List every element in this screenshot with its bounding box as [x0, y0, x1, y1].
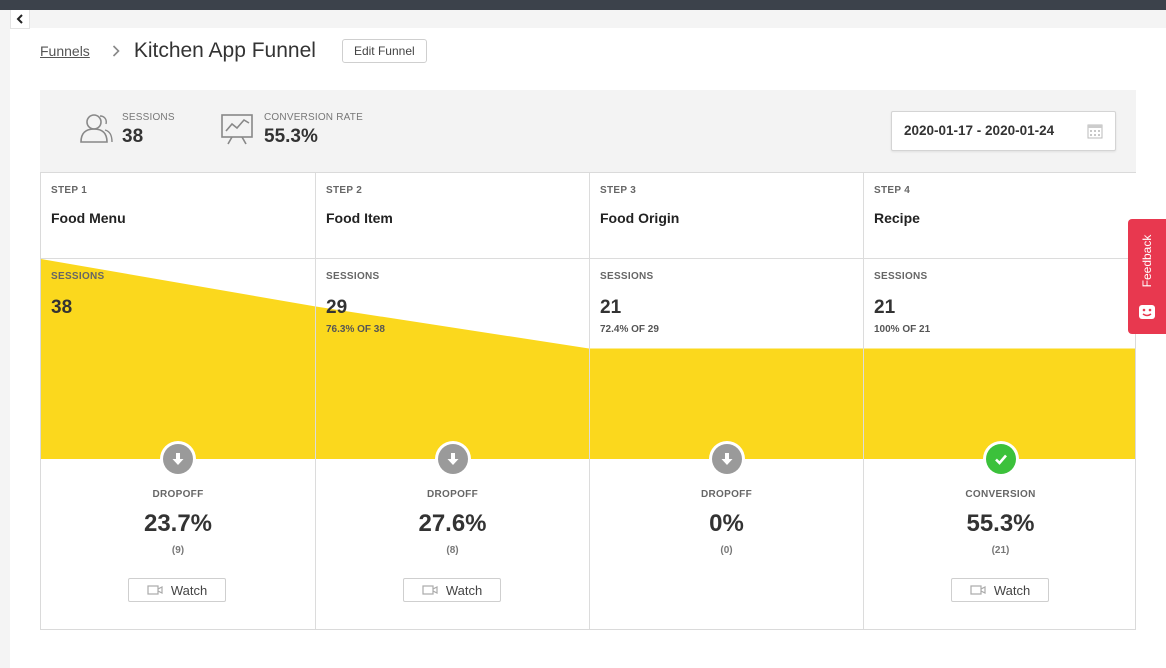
checkmark-icon [995, 454, 1007, 465]
watch-button[interactable]: Watch [403, 578, 501, 602]
step-sessions-percent: 72.4% OF 29 [600, 324, 659, 335]
sessions-stat-label: SESSIONS [122, 112, 175, 123]
collapse-sidebar-button[interactable] [10, 10, 30, 29]
funnel-step-4: STEP 4 Recipe SESSIONS 21 100% OF 21 CONVERSI… [863, 173, 1137, 629]
step-sessions-label: SESSIONS [874, 271, 928, 282]
date-range-text: 2020-01-17 - 2020-01-24 [904, 123, 1055, 138]
step-number: STEP 2 [326, 185, 363, 196]
result-count: (0) [720, 545, 733, 556]
step-sessions-value: 38 [51, 297, 73, 318]
arrow-down-icon [172, 453, 184, 465]
arrow-down-icon [721, 453, 733, 465]
conversion-stat: CONVERSION RATE 55.3% [220, 110, 363, 150]
date-range-picker[interactable]: 2020-01-17 - 2020-01-24 [891, 111, 1116, 151]
step-number: STEP 4 [874, 185, 911, 196]
funnel-table: STEP 1 Food Menu SESSIONS 38 DROPOFF 23.7% (9)… [40, 172, 1137, 630]
result-label: CONVERSION [965, 489, 1036, 500]
step-name: Recipe [874, 210, 920, 226]
result-value: 0% [709, 510, 744, 537]
chevron-left-icon [16, 14, 23, 24]
result-count: (8) [446, 545, 459, 556]
sessions-stat: SESSIONS 38 [78, 110, 175, 150]
video-camera-icon [970, 585, 986, 595]
dropoff-badge [160, 441, 196, 477]
step-name: Food Origin [600, 210, 680, 226]
result-count: (9) [171, 545, 185, 556]
step-sessions-label: SESSIONS [600, 271, 654, 282]
result-value: 23.7% [143, 510, 213, 537]
step-name: Food Item [326, 210, 393, 226]
funnel-step-3: STEP 3 Food Origin SESSIONS 21 72.4% OF 29 DR… [589, 173, 863, 629]
watch-button[interactable]: Watch [128, 578, 226, 602]
step-header: STEP 2 Food Item [316, 173, 589, 259]
arrow-down-icon [447, 453, 459, 465]
funnel-step-1: STEP 1 Food Menu SESSIONS 38 DROPOFF 23.7% (9)… [41, 173, 315, 629]
watch-label: Watch [445, 582, 483, 598]
step-header: STEP 4 Recipe [864, 173, 1137, 259]
funnel-area [41, 259, 1135, 459]
video-camera-icon [147, 585, 163, 595]
result-value: 27.6% [418, 510, 487, 537]
users-icon [80, 114, 113, 143]
smiley-icon [1139, 305, 1155, 319]
chevron-right-icon [112, 45, 120, 57]
result-label: DROPOFF [701, 489, 752, 500]
result-label: DROPOFF [427, 489, 478, 500]
summary-bar: SESSIONS 38 CONVERSION RATE 55.3% 2020-0… [40, 90, 1136, 172]
watch-label: Watch [170, 582, 208, 598]
page-title: Kitchen App Funnel [133, 39, 316, 62]
conversion-stat-label: CONVERSION RATE [264, 112, 363, 123]
calendar-icon [1087, 124, 1103, 139]
result-value: 55.3% [966, 510, 1035, 537]
breadcrumb-funnels-link[interactable]: Funnels [40, 43, 90, 59]
step-sessions-value: 29 [326, 297, 348, 318]
feedback-tab[interactable]: Feedback [1128, 219, 1166, 334]
step-number: STEP 3 [600, 185, 637, 196]
funnel-area-chart [41, 259, 1135, 459]
step-name: Food Menu [51, 210, 126, 226]
result-count: (21) [991, 545, 1010, 556]
conversion-badge [983, 441, 1019, 477]
sessions-stat-value: 38 [122, 126, 144, 147]
step-header: STEP 3 Food Origin [590, 173, 863, 259]
video-camera-icon [422, 585, 438, 595]
result-label: DROPOFF [152, 489, 204, 500]
step-sessions-value: 21 [874, 297, 896, 318]
dropoff-badge [709, 441, 745, 477]
dropoff-badge [435, 441, 471, 477]
feedback-label: Feedback [1140, 234, 1154, 288]
conversion-stat-value: 55.3% [264, 126, 318, 147]
watch-label: Watch [993, 582, 1031, 598]
step-sessions-label: SESSIONS [326, 271, 380, 282]
top-bar [0, 0, 1166, 10]
step-number: STEP 1 [51, 185, 88, 196]
step-header: STEP 1 Food Menu [41, 173, 315, 259]
step-sessions-label: SESSIONS [51, 271, 105, 282]
breadcrumb: Funnels Kitchen App Funnel Edit Funnel [40, 36, 427, 66]
presentation-chart-icon [221, 114, 253, 145]
watch-button[interactable]: Watch [951, 578, 1049, 602]
step-sessions-value: 21 [600, 297, 622, 318]
edit-funnel-button[interactable]: Edit Funnel [341, 39, 427, 63]
funnel-step-2: STEP 2 Food Item SESSIONS 29 76.3% OF 38 DROP… [315, 173, 589, 629]
step-sessions-percent: 76.3% OF 38 [326, 324, 385, 335]
step-sessions-percent: 100% OF 21 [874, 324, 931, 335]
